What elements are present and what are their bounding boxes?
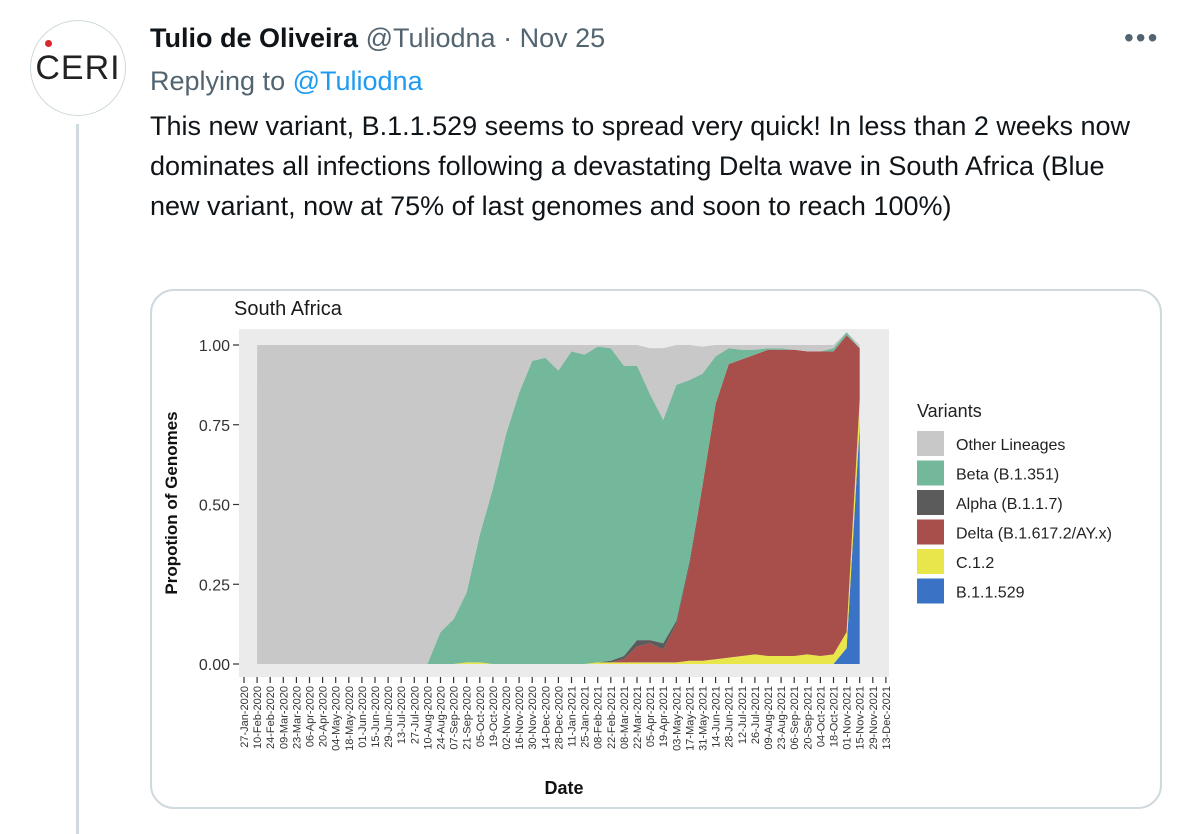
x-tick-label: 18-May-2020 [344, 686, 356, 751]
legend-title: Variants [917, 401, 982, 421]
x-tick-label: 03-May-2021 [671, 686, 683, 751]
legend-swatch [917, 549, 944, 574]
x-tick-label: 20-Apr-2020 [318, 686, 330, 747]
x-tick-label: 15-Jun-2020 [370, 686, 382, 748]
y-tick-label: 0.75 [199, 418, 230, 435]
x-tick-label: 16-Nov-2020 [514, 686, 526, 750]
legend-label: Alpha (B.1.1.7) [956, 496, 1063, 513]
variant-proportion-chart: South Africa 0.00 0.25 0.50 0.75 1.00 Propotio… [162, 298, 1112, 798]
x-tick-label: 19-Oct-2020 [488, 686, 500, 747]
x-tick-label: 23-Aug-2021 [776, 686, 788, 750]
legend-label: C.1.2 [956, 555, 994, 572]
reply-handle-link[interactable]: @Tuliodna [292, 66, 423, 96]
x-tick-label: 17-May-2021 [684, 686, 696, 751]
x-tick-label: 09-Mar-2020 [278, 686, 290, 749]
y-tick-label: 0.00 [199, 657, 230, 674]
y-tick-label: 0.25 [199, 577, 230, 594]
thread-line [76, 124, 79, 834]
x-tick-label: 15-Nov-2021 [855, 686, 867, 750]
x-tick-label: 29-Jun-2020 [383, 686, 395, 748]
x-tick-label: 28-Jun-2021 [724, 686, 736, 748]
avatar-logo-text: CERI [35, 48, 121, 87]
replying-to-label: Replying to [150, 66, 286, 96]
x-tick-label: 01-Nov-2021 [842, 686, 854, 750]
legend-swatch [917, 431, 944, 456]
x-tick-label: 07-Sep-2020 [449, 686, 461, 750]
legend-label: Other Lineages [956, 437, 1065, 454]
x-tick-label: 24-Aug-2020 [436, 686, 448, 750]
area-series-beta-b-1-351 [257, 332, 860, 664]
x-tick-label: 06-Sep-2021 [789, 686, 801, 750]
x-tick-label: 05-Oct-2020 [475, 686, 487, 747]
y-axis-label: Propotion of Genomes [162, 411, 181, 594]
x-tick-label: 26-Jul-2021 [750, 686, 762, 744]
x-axis-label: Date [544, 778, 583, 798]
x-tick-label: 04-May-2020 [331, 686, 343, 751]
x-tick-label: 02-Nov-2020 [501, 686, 513, 750]
tweet-header: Tulio de Oliveira @Tuliodna · Nov 25 [150, 18, 605, 58]
x-tick-label: 27-Jul-2020 [409, 686, 421, 744]
avatar-logo-dot [45, 40, 52, 47]
x-tick-label: 29-Nov-2021 [868, 686, 880, 750]
x-tick-label: 10-Aug-2020 [422, 686, 434, 750]
avatar[interactable]: CERI [30, 20, 126, 116]
y-tick-label: 1.00 [199, 338, 230, 355]
x-tick-label: 14-Dec-2020 [540, 686, 552, 750]
x-tick-label: 08-Mar-2021 [619, 686, 631, 749]
x-tick-label: 20-Sep-2021 [802, 686, 814, 750]
x-tick-label: 06-Apr-2020 [305, 686, 317, 747]
x-tick-label: 09-Aug-2021 [763, 686, 775, 750]
legend-swatch [917, 460, 944, 486]
x-tick-label: 13-Dec-2021 [881, 686, 893, 750]
x-tick-label: 22-Mar-2021 [632, 686, 644, 749]
x-tick-label: 18-Oct-2021 [829, 686, 841, 747]
author-name[interactable]: Tulio de Oliveira [150, 23, 359, 53]
tweet-date[interactable]: Nov 25 [519, 23, 606, 53]
y-tick-label: 0.50 [199, 498, 230, 515]
x-tick-label: 30-Nov-2020 [527, 686, 539, 750]
x-tick-label: 13-Jul-2020 [396, 686, 408, 744]
legend-swatch [917, 519, 944, 545]
x-tick-label: 28-Dec-2020 [553, 686, 565, 750]
x-tick-label: 05-Apr-2021 [645, 686, 657, 747]
legend-swatch [917, 578, 944, 604]
x-tick-label: 11-Jan-2021 [567, 686, 579, 747]
x-tick-label: 22-Feb-2021 [606, 686, 618, 749]
replying-to: Replying to @Tuliodna [150, 62, 423, 100]
x-tick-label: 24-Feb-2020 [265, 686, 277, 749]
x-tick-label: 31-May-2021 [698, 686, 710, 751]
x-tick-label: 23-Mar-2020 [291, 686, 303, 749]
x-tick-label: 21-Sep-2020 [462, 686, 474, 750]
x-tick-label: 25-Jan-2021 [580, 686, 592, 748]
x-tick-label: 19-Apr-2021 [658, 686, 670, 747]
x-tick-label: 04-Oct-2021 [815, 686, 827, 747]
tweet-media[interactable]: South Africa 0.00 0.25 0.50 0.75 1.00 Propotio… [150, 289, 1162, 809]
header-separator: · [503, 23, 513, 53]
chart-title: South Africa [234, 298, 343, 320]
legend-label: Delta (B.1.617.2/AY.x) [956, 526, 1112, 543]
area-series-other-lineages [257, 332, 860, 664]
x-tick-label: 27-Jan-2020 [239, 686, 251, 748]
legend-swatch [917, 490, 944, 515]
more-horizontal-icon[interactable]: ••• [1124, 22, 1160, 53]
x-tick-label: 01-Jun-2020 [357, 686, 369, 748]
x-tick-label: 14-Jun-2021 [711, 686, 723, 748]
x-tick-label: 08-Feb-2021 [593, 686, 605, 749]
legend-label: Beta (B.1.351) [956, 467, 1059, 484]
legend-label: B.1.1.529 [956, 585, 1025, 602]
x-tick-label: 12-Jul-2021 [737, 686, 749, 744]
author-handle[interactable]: @Tuliodna [365, 23, 496, 53]
tweet-text: This new variant, B.1.1.529 seems to spr… [150, 111, 1130, 221]
x-tick-label: 10-Feb-2020 [252, 686, 264, 749]
area-series-delta-b-1-617-2-ay-x [257, 335, 860, 664]
